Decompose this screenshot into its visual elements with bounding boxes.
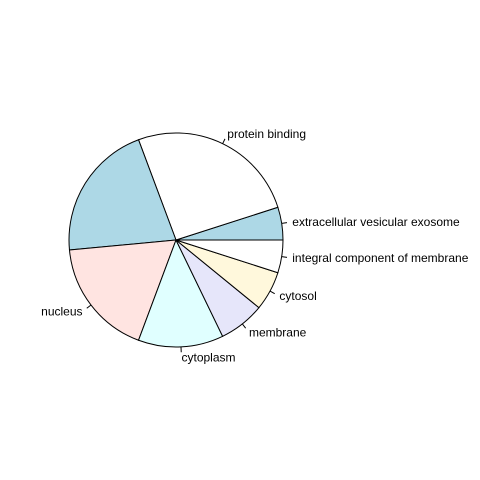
pie-slice-label: integral component of membrane: [292, 251, 468, 265]
pie-slice-label: protein binding: [227, 127, 306, 141]
pie-slice-label: membrane: [249, 325, 307, 339]
pie-label-tick: [269, 290, 275, 295]
pie-slice: [137, 238, 224, 348]
pie-slices: [68, 132, 284, 348]
pie-slice-label: extracellular vesicular exosome: [292, 215, 460, 229]
pie-slice: [137, 132, 279, 241]
pie-label-tick: [281, 222, 288, 224]
pie-label-tick: [241, 323, 247, 329]
pie-slice: [68, 139, 177, 251]
pie-slice: [68, 239, 177, 341]
pie-slice-label: cytosol: [279, 289, 316, 303]
pie-labels: extracellular vesicular exosome protein b…: [41, 127, 469, 365]
pie-label-tick: [281, 256, 288, 258]
pie-label-tick: [222, 138, 226, 144]
pie-slice-label: cytoplasm: [181, 351, 235, 365]
pie-slice-label: nucleus: [41, 305, 82, 319]
pie-label-tick: [86, 304, 92, 309]
